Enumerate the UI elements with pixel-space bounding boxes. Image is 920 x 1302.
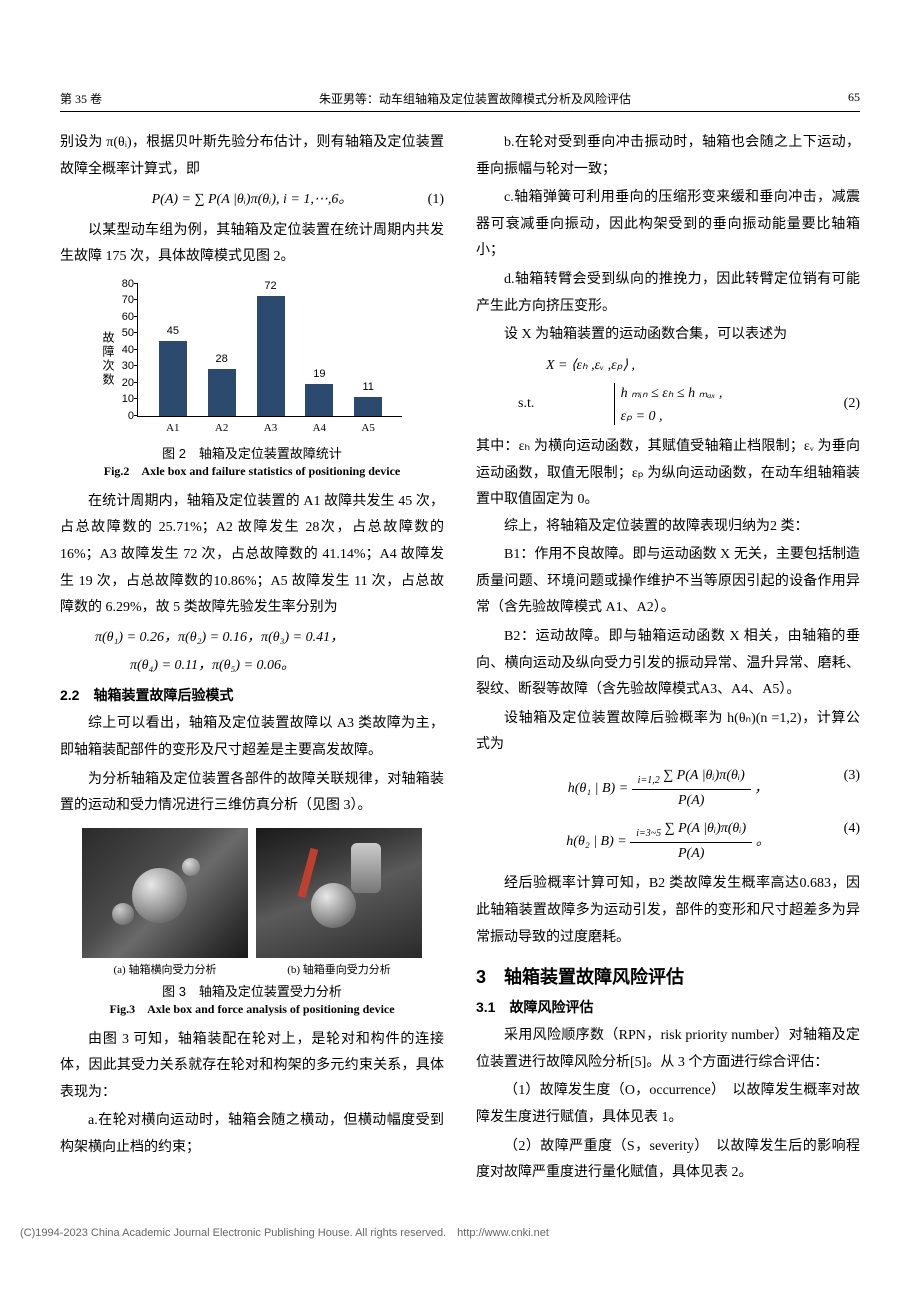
- bar-value-label: 45: [159, 325, 187, 337]
- equation-2: s.t. h ₘᵢₙ ≤ εₕ ≤ h ₘₐₓ , εₚ = 0 , (2): [476, 383, 860, 428]
- bar-value-label: 11: [354, 381, 382, 393]
- y-tick: 10: [106, 393, 134, 405]
- right-column: b.在轮对受到垂向冲击振动时，轴箱也会随之上下运动，垂向振幅与轮对一致； c.轴…: [476, 130, 860, 1189]
- equation-1: P(A) = ∑ P(A |θᵢ)π(θᵢ), i = 1,⋯,6。 (1): [60, 189, 444, 211]
- para: b.在轮对受到垂向冲击振动时，轴箱也会随之上下运动，垂向振幅与轮对一致；: [476, 130, 860, 183]
- para: 由图 3 可知，轴箱装配在轮对上，是轮对和构件的连接体，因此其受力关系就存在轮对…: [60, 1027, 444, 1107]
- chart-bar: 45A1: [159, 341, 187, 416]
- equation-prior: π(θ₄) = 0.11，π(θ₅) = 0.06。: [60, 654, 444, 678]
- fig2-caption-en: Fig.2 Axle box and failure statistics of…: [60, 462, 444, 479]
- bar-value-label: 19: [305, 368, 333, 380]
- para: 为分析轴箱及定位装置各部件的故障关联规律，对轴箱装置的运动和受力情况进行三维仿真…: [60, 767, 444, 820]
- y-tick: 40: [106, 344, 134, 356]
- x-tick-label: A3: [257, 422, 285, 434]
- para: 综上可以看出，轴箱及定位装置故障以 A3 类故障为主，即轴箱装配部件的变形及尺寸…: [60, 711, 444, 764]
- equation-prior: π(θ₁) = 0.26，π(θ₂) = 0.16，π(θ₃) = 0.41，: [60, 626, 444, 650]
- fig3-sub-b: (b) 轴箱垂向受力分析: [256, 961, 422, 977]
- header-volume: 第 35 卷: [60, 90, 102, 107]
- equation-3: h(θ₁ | B) = i=1,2 ∑ P(A |θᵢ)π(θᵢ) P(A) ，…: [476, 765, 860, 812]
- y-tick: 0: [106, 410, 134, 422]
- figure-3: (a) 轴箱横向受力分析 (b) 轴箱垂向受力分析: [82, 828, 422, 977]
- fig3-caption-cn: 图 3 轴箱及定位装置受力分析: [60, 981, 444, 1000]
- para: 别设为 π(θᵢ)，根据贝叶斯先验分布估计，则有轴箱及定位装置故障全概率计算式，…: [60, 130, 444, 183]
- para: 设轴箱及定位装置故障后验概率为 h(θₙ)(n =1,2)，计算公式为: [476, 706, 860, 759]
- para: 采用风险顺序数（RPN，risk priority number）对轴箱及定位装…: [476, 1023, 860, 1076]
- subsection-3-1: 3.1 故障风险评估: [476, 997, 860, 1017]
- fig2-caption-cn: 图 2 轴箱及定位装置故障统计: [60, 443, 444, 462]
- chart-bar: 72A3: [257, 296, 285, 416]
- chart-bar: 11A5: [354, 397, 382, 415]
- page-header: 第 35 卷 朱亚男等：动车组轴箱及定位装置故障模式分析及风险评估 65: [60, 90, 860, 112]
- equation-4: h(θ₂ | B) = i=3~5 ∑ P(A |θᵢ)π(θᵢ) P(A) 。…: [476, 818, 860, 865]
- para: （2）故障严重度（S，severity） 以故障发生后的影响程度对故障严重度进行…: [476, 1134, 860, 1187]
- equation-2: X = ⟨εₕ ,εᵥ ,εₚ⟩ ,: [476, 355, 860, 377]
- para: B2：运动故障。即与轴箱运动函数 X 相关，由轴箱的垂向、横向运动及纵向受力引发…: [476, 624, 860, 704]
- x-tick-label: A2: [208, 422, 236, 434]
- para: 设 X 为轴箱装置的运动函数合集，可以表述为: [476, 322, 860, 349]
- bar-value-label: 72: [257, 280, 285, 292]
- y-tick: 30: [106, 360, 134, 372]
- para: （1）故障发生度（O，occurrence） 以故障发生概率对故障发生度进行赋值…: [476, 1078, 860, 1131]
- left-column: 别设为 π(θᵢ)，根据贝叶斯先验分布估计，则有轴箱及定位装置故障全概率计算式，…: [60, 130, 444, 1189]
- x-tick-label: A1: [159, 422, 187, 434]
- fig3-image-b: [256, 828, 422, 958]
- para: B1：作用不良故障。即与运动函数 X 无关，主要包括制造质量问题、环境问题或操作…: [476, 542, 860, 622]
- header-title: 朱亚男等：动车组轴箱及定位装置故障模式分析及风险评估: [102, 90, 848, 107]
- fig3-image-a: [82, 828, 248, 958]
- para: 在统计周期内，轴箱及定位装置的 A1 故障共发生 45 次，占总故障数的 25.…: [60, 489, 444, 622]
- para: 经后验概率计算可知，B2 类故障发生概率高达0.683，因此轴箱装置故障多为运动…: [476, 871, 860, 951]
- subsection-2-2: 2.2 轴箱装置故障后验模式: [60, 685, 444, 705]
- y-tick: 60: [106, 311, 134, 323]
- para: c.轴箱弹簧可利用垂向的压缩形变来缓和垂向冲击，减震器可衰减垂向振动，因此构架受…: [476, 185, 860, 265]
- fig3-caption-en: Fig.3 Axle box and force analysis of pos…: [60, 1000, 444, 1017]
- para: 其中：εₕ 为横向运动函数，其赋值受轴箱止档限制；εᵥ 为垂向运动函数，取值无限…: [476, 434, 860, 514]
- page-footer: (C)1994-2023 China Academic Journal Elec…: [20, 1224, 900, 1240]
- para: a.在轮对横向运动时，轴箱会随之横动，但横动幅度受到构架横向止档的约束；: [60, 1108, 444, 1161]
- para: 以某型动车组为例，其轴箱及定位装置在统计周期内共发生故障 175 次，具体故障模…: [60, 218, 444, 271]
- bar-value-label: 28: [208, 353, 236, 365]
- fig3-sub-a: (a) 轴箱横向受力分析: [82, 961, 248, 977]
- section-3: 3 轴箱装置故障风险评估: [476, 963, 860, 989]
- para: 综上，将轴箱及定位装置的故障表现归纳为2 类：: [476, 514, 860, 541]
- y-tick: 20: [106, 377, 134, 389]
- x-tick-label: A5: [354, 422, 382, 434]
- x-tick-label: A4: [305, 422, 333, 434]
- chart-bar: 28A2: [208, 369, 236, 416]
- header-page: 65: [848, 90, 860, 107]
- y-tick: 50: [106, 327, 134, 339]
- y-tick: 70: [106, 294, 134, 306]
- para: d.轴箱转臂会受到纵向的推挽力，因此转臂定位销有可能产生此方向挤压变形。: [476, 267, 860, 320]
- figure-2-chart: 故障次数 0102030405060708045A128A272A319A411…: [92, 279, 412, 439]
- chart-bar: 19A4: [305, 384, 333, 416]
- y-tick: 80: [106, 278, 134, 290]
